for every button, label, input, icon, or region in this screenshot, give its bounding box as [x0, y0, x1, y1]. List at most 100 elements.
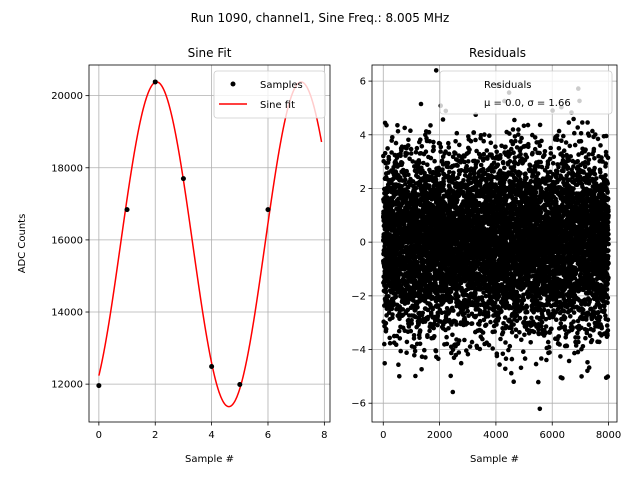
residual-point	[473, 290, 478, 296]
residual-point	[427, 272, 433, 277]
residual-point	[458, 280, 464, 286]
residual-point	[467, 147, 472, 152]
residual-point	[390, 209, 396, 214]
residual-point	[448, 373, 454, 379]
residual-point	[451, 308, 456, 313]
residual-point	[469, 339, 475, 345]
residual-point	[446, 140, 451, 146]
residual-point	[403, 177, 408, 183]
residual-point	[492, 329, 498, 334]
residual-point	[469, 321, 475, 326]
residual-point	[500, 330, 506, 335]
residual-point	[383, 320, 389, 326]
residual-point	[387, 335, 393, 341]
residual-point	[430, 306, 436, 312]
x-tick-label: 6	[265, 430, 271, 441]
residual-point	[450, 389, 456, 395]
residual-point	[387, 340, 393, 346]
residual-point	[399, 148, 404, 153]
residual-point	[513, 138, 518, 144]
residual-point	[399, 184, 405, 189]
residual-point	[383, 326, 389, 332]
residual-point	[436, 356, 441, 362]
y-tick-label: 18000	[51, 163, 83, 174]
residual-point	[428, 155, 434, 161]
residual-point	[493, 144, 498, 149]
residual-point	[455, 163, 460, 168]
residual-point	[468, 138, 474, 144]
sample-point	[152, 79, 158, 85]
residual-point	[483, 322, 489, 328]
residual-point	[431, 144, 436, 149]
residual-point	[417, 328, 423, 333]
residual-point	[386, 310, 392, 316]
residual-point	[490, 346, 496, 351]
residual-point	[395, 123, 400, 128]
residual-point	[413, 185, 419, 191]
residual-point	[412, 348, 418, 354]
residual-point	[408, 146, 414, 152]
residual-point	[465, 320, 470, 326]
residual-point	[428, 123, 433, 128]
residual-point	[423, 149, 429, 154]
residual-point	[502, 165, 507, 171]
residual-point	[439, 310, 445, 316]
residual-point	[438, 319, 443, 324]
residual-point	[433, 348, 439, 354]
residual-point	[408, 151, 414, 156]
residual-point	[488, 140, 494, 146]
residual-point	[513, 334, 519, 339]
residual-point	[482, 132, 487, 137]
residual-point	[453, 151, 458, 156]
residual-point	[415, 305, 420, 310]
residual-point	[446, 151, 452, 157]
residual-point	[440, 117, 446, 122]
residual-point	[503, 366, 508, 372]
residual-point	[405, 143, 411, 148]
residual-point	[494, 149, 500, 155]
residual-point	[519, 135, 524, 141]
residual-point	[509, 370, 514, 376]
residual-point	[503, 144, 508, 150]
residual-point	[398, 153, 403, 159]
legend-samples-marker	[230, 81, 236, 87]
residual-point	[397, 175, 403, 180]
residual-point	[384, 122, 389, 128]
sine-fit-x-axis-label: Sample #	[185, 454, 234, 465]
residual-point	[438, 149, 443, 154]
residual-point	[423, 177, 429, 183]
residual-point	[404, 339, 410, 345]
residual-point	[427, 328, 432, 334]
residual-point	[461, 178, 466, 183]
residual-point	[416, 192, 421, 197]
residual-point	[473, 313, 479, 319]
sample-point	[237, 381, 243, 387]
residual-point	[447, 169, 452, 175]
residual-point	[462, 159, 467, 165]
residual-point	[473, 137, 478, 143]
residual-point	[433, 283, 439, 289]
residual-point	[450, 154, 456, 160]
residual-point	[418, 202, 423, 208]
residual-point	[475, 159, 481, 164]
residual-point	[406, 137, 411, 143]
residual-point	[445, 160, 451, 166]
residual-point	[459, 168, 464, 173]
residual-point	[402, 125, 408, 131]
residual-point	[385, 146, 390, 151]
residual-point	[487, 133, 492, 138]
sine-fit-legend: Samples Sine fit	[213, 70, 326, 119]
residual-point	[518, 365, 524, 371]
residual-point	[413, 150, 419, 155]
residual-point	[442, 187, 447, 193]
residual-point	[397, 316, 402, 322]
legend-samples-label: Samples	[260, 80, 303, 91]
residual-point	[481, 317, 487, 323]
residual-point	[419, 367, 424, 372]
residual-point	[432, 158, 437, 164]
residual-point	[480, 330, 486, 335]
residual-point	[498, 153, 503, 158]
residual-point	[406, 324, 412, 329]
